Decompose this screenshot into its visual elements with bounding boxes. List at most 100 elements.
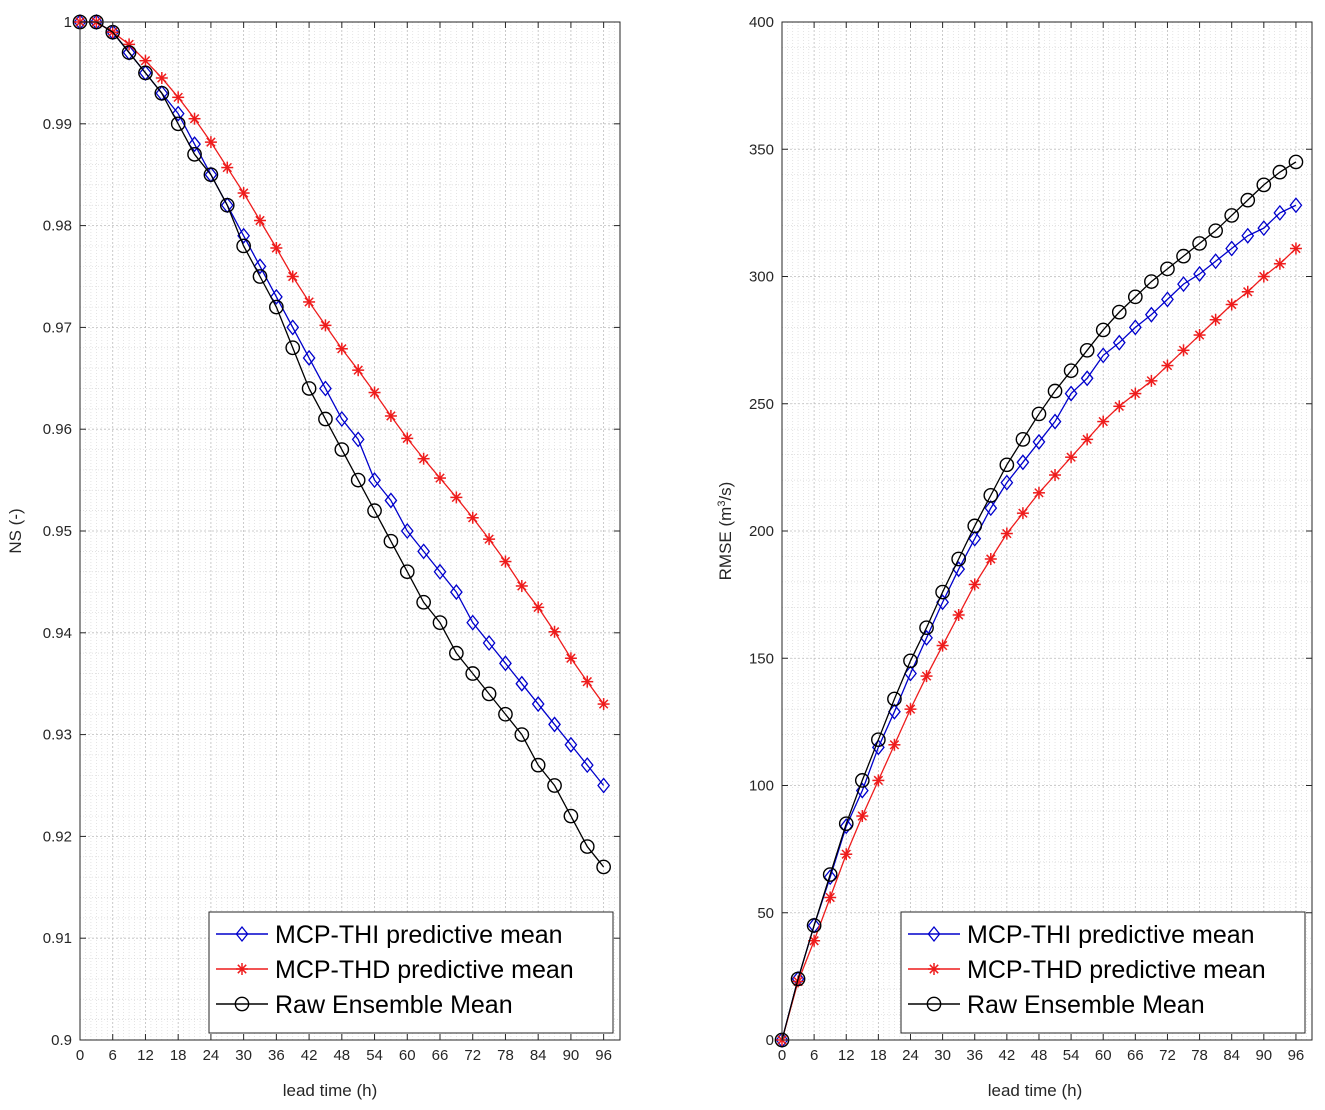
ns-data-point-stroke (271, 243, 282, 253)
ns-data-point (350, 472, 366, 488)
ns-data-point-stroke (582, 676, 593, 687)
ns-data-point (532, 601, 545, 614)
rmse-series-circle (774, 154, 1304, 1048)
ns-data-point (285, 340, 301, 356)
ns-data-point (368, 386, 381, 399)
ns-data-point-stroke (369, 387, 380, 398)
ns-data-point (236, 238, 251, 254)
ns-data-point (483, 533, 496, 546)
ns-series-line (80, 21, 605, 868)
ns-data-point-stroke (517, 581, 527, 591)
ns-data-point (564, 736, 578, 753)
ns-x-tick-label: 54 (366, 1047, 383, 1064)
rmse-y-label-sup: 3 (716, 501, 728, 507)
ns-data-point (466, 511, 479, 524)
rmse-data-point (1113, 400, 1126, 413)
ns-x-tick-label: 24 (203, 1047, 220, 1064)
ns-data-point (417, 543, 431, 560)
ns-data-point-stroke (500, 556, 511, 567)
ns-legend-item: Raw Ensemble Mean (216, 991, 513, 1019)
ns-data-point-stroke (173, 92, 183, 103)
rmse-data-point (936, 639, 949, 652)
ns-data-point (170, 116, 186, 132)
rmse-data-point (968, 578, 981, 591)
rmse-legend-label: MCP-THI predictive mean (967, 921, 1255, 949)
rmse-data-point (1097, 415, 1110, 428)
ns-data-point (499, 555, 512, 568)
rmse-data-point (1047, 383, 1063, 399)
ns-data-point (564, 652, 577, 665)
rmse-data-point (1000, 527, 1013, 540)
rmse-data-point (1289, 197, 1303, 214)
ns-data-point (481, 686, 497, 702)
rmse-data-point-stroke (1034, 488, 1044, 498)
rmse-data-point-stroke (937, 640, 948, 651)
ns-x-tick-label: 78 (497, 1047, 514, 1064)
rmse-data-point (967, 518, 983, 534)
rmse-data-point (984, 500, 998, 517)
ns-x-tick-label: 0 (76, 1047, 84, 1064)
ns-data-point (434, 472, 446, 485)
ns-data-point (302, 349, 316, 366)
ns-data-point-stroke (566, 653, 576, 663)
rmse-data-point (1177, 344, 1190, 357)
rmse-data-point (1127, 289, 1143, 305)
ns-data-point-stroke (337, 344, 347, 354)
ns-data-point (319, 380, 332, 397)
rmse-data-point (856, 810, 869, 823)
rmse-data-point-stroke (1114, 401, 1125, 412)
ns-data-point (252, 269, 268, 284)
rmse-data-point (1064, 385, 1078, 402)
rmse-data-point (1177, 276, 1190, 293)
ns-x-tick-label: 12 (137, 1047, 154, 1064)
rmse-data-point-stroke (1130, 388, 1141, 399)
ns-y-tick-label: 0.97 (43, 319, 72, 336)
ns-data-point (401, 432, 414, 445)
ns-y-tick-label: 0.96 (43, 421, 72, 438)
rmse-data-point (1016, 507, 1029, 520)
ns-data-point (417, 452, 430, 465)
rmse-data-point-stroke (1210, 315, 1221, 325)
ns-data-point (498, 706, 513, 722)
ns-data-point (482, 634, 496, 652)
ns-data-point (368, 472, 381, 489)
rmse-data-point (968, 530, 982, 547)
ns-data-point-stroke (238, 188, 249, 198)
rmse-data-point (1080, 370, 1094, 387)
rmse-data-point (1031, 406, 1047, 422)
ns-data-point (580, 757, 594, 774)
ns-data-point (597, 777, 611, 794)
ns-data-point (286, 319, 300, 336)
rmse-tick-labels: 0 6 12 18 24 30 36 42 48 54 60 66 72 78 84 90 96 0 50 100 15… (749, 14, 1304, 1064)
rmse-data-point-stroke (1194, 330, 1205, 340)
rmse-y-tick-label: 150 (749, 650, 774, 667)
ns-x-tick-label: 6 (109, 1047, 117, 1064)
ns-data-point-stroke (451, 492, 462, 503)
rmse-x-tick-label: 12 (838, 1047, 855, 1064)
ns-data-point-stroke (206, 137, 216, 147)
ns-data-point (400, 522, 414, 540)
rmse-data-point-stroke (1243, 287, 1253, 297)
ns-data-point (466, 614, 480, 631)
rmse-data-point (888, 738, 901, 751)
ns-data-point (449, 645, 464, 661)
ns-data-point (352, 364, 365, 377)
rmse-x-tick-label: 60 (1095, 1047, 1112, 1064)
rmse-legend-marker-stroke (929, 964, 939, 974)
rmse-x-tick-label: 18 (870, 1047, 887, 1064)
rmse-data-point-stroke (1050, 470, 1060, 480)
ns-data-point (155, 71, 168, 84)
rmse-data-point (871, 732, 886, 748)
rmse-data-point (1225, 240, 1239, 257)
ns-data-point (399, 564, 415, 580)
rmse-data-point (1208, 223, 1223, 239)
rmse-data-point (1209, 253, 1223, 270)
ns-data-point (303, 295, 316, 308)
ns-x-tick-label: 72 (464, 1047, 481, 1064)
ns-legend-item: MCP-THI predictive mean (216, 921, 563, 949)
ns-data-point (269, 299, 284, 315)
ns-data-point (581, 675, 594, 688)
ns-data-point-stroke (435, 473, 445, 483)
rmse-data-point-stroke (825, 892, 835, 903)
rmse-data-point-stroke (873, 775, 884, 786)
